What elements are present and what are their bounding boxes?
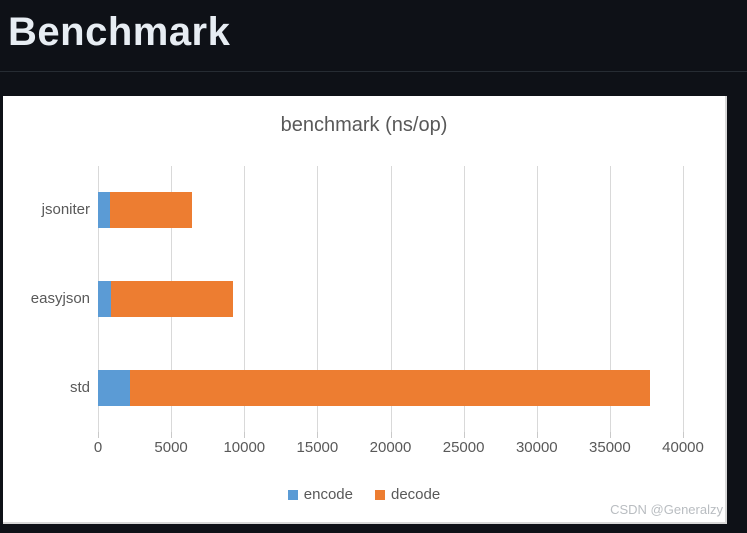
legend-label: decode: [391, 486, 441, 503]
gridline: [683, 166, 684, 432]
bar-row: [98, 281, 234, 317]
bar-segment-encode: [98, 192, 111, 229]
axis-tick-mark: [390, 432, 392, 438]
axis-tick-mark: [683, 432, 684, 438]
page-title: Benchmark: [8, 10, 231, 54]
x-axis-label: 25000: [442, 439, 485, 456]
bar-segment-decode: [130, 369, 650, 406]
bar-segment-decode: [110, 281, 234, 317]
axis-tick-mark: [609, 432, 611, 438]
bar-row: [98, 369, 650, 406]
gridline: [244, 166, 246, 432]
x-axis-label: 15000: [296, 439, 339, 456]
axis-tick-mark: [536, 432, 538, 438]
bar-segment-encode: [98, 281, 111, 317]
legend: encode decode: [3, 486, 725, 503]
chart-panel: benchmark (ns/op) encode decode CSDN @Gen…: [3, 96, 727, 524]
gridline: [463, 166, 465, 432]
y-axis-label: easyjson: [30, 290, 90, 307]
gridline: [536, 166, 538, 432]
legend-swatch-encode: [287, 489, 298, 500]
legend-swatch-decode: [375, 489, 385, 500]
axis-tick-mark: [463, 432, 465, 438]
x-axis-label: 40000: [662, 439, 704, 456]
bar-segment-encode: [98, 369, 131, 406]
bar-segment-decode: [110, 192, 193, 229]
legend-label: encode: [303, 486, 353, 503]
y-axis-label: jsoniter: [41, 201, 90, 219]
axis-tick-mark: [244, 432, 246, 438]
y-axis-label: std: [69, 378, 90, 396]
gridline: [317, 166, 319, 432]
axis-tick-mark: [317, 432, 319, 438]
x-axis-label: 30000: [515, 439, 558, 456]
x-axis-label: 5000: [154, 439, 188, 456]
axis-tick-mark: [98, 432, 99, 438]
bar-row: [98, 192, 193, 229]
watermark: CSDN @Generalzy: [610, 502, 723, 517]
gridline: [390, 166, 392, 432]
legend-item-encode: encode: [287, 486, 353, 503]
divider: [0, 71, 747, 72]
axis-tick-mark: [171, 432, 173, 438]
x-axis-label: 10000: [223, 439, 266, 456]
x-axis-label: 35000: [589, 439, 631, 456]
gridline: [609, 166, 611, 432]
x-axis-label: 20000: [369, 439, 412, 456]
chart-title: benchmark (ns/op): [280, 114, 448, 136]
x-axis-label: 0: [93, 439, 103, 456]
legend-item-decode: decode: [375, 486, 440, 503]
